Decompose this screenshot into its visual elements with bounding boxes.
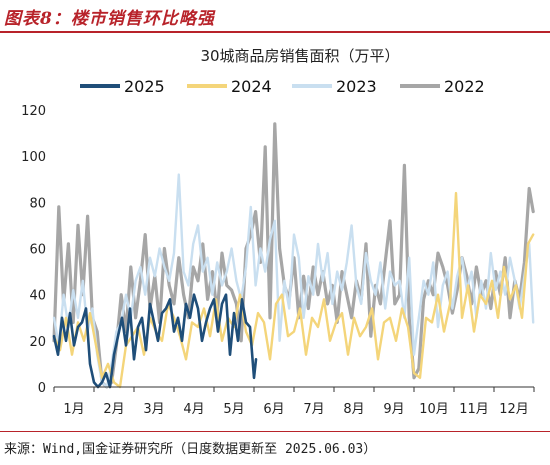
y-tick-label: 0 [38,381,46,396]
y-axis: 0 20 40 60 80 100 120 [21,104,46,396]
x-tick-label: 11月 [459,402,489,417]
x-axis: 1月 2月 3月 4月 5月 6月 7月 8月 9月 10月 11月 12月 [53,387,535,417]
footer-rule [0,431,550,432]
x-tick-label: 10月 [419,402,449,417]
chart-title: 30城商品房销售面积（万平） [200,47,399,65]
source-note: 来源：Wind,国金证券研究所（日度数据更新至 2025.06.03） [4,442,377,457]
series-line-2025 [52,293,258,389]
x-tick-label: 2月 [103,402,124,417]
x-tick-label: 5月 [223,402,244,417]
x-tick-label: 7月 [303,402,324,417]
legend-label-2023: 2023 [336,77,377,96]
y-tick-label: 20 [29,335,46,350]
figure-title: 图表8：楼市销售环比略强 [4,9,215,29]
x-tick-label: 3月 [143,402,164,417]
series-line-2024 [52,191,535,389]
series-lines [52,122,535,389]
x-tick-label: 8月 [343,402,364,417]
x-tick-label: 1月 [63,402,84,417]
legend-label-2025: 2025 [124,77,165,96]
y-tick-label: 100 [21,150,46,165]
y-tick-label: 60 [29,243,46,258]
x-tick-label: 9月 [383,402,404,417]
series-line-2023 [52,173,535,389]
title-rule [0,31,550,33]
legend: 2025 2024 2023 2022 [80,77,485,96]
x-tick-label: 4月 [183,402,204,417]
x-tick-label: 6月 [263,402,284,417]
x-tick-label: 12月 [499,402,529,417]
y-tick-label: 120 [21,104,46,119]
chart: 30城商品房销售面积（万平） 2025 2024 2023 2022 0 20 40 60 8… [21,47,535,417]
y-tick-label: 40 [29,289,46,304]
legend-label-2024: 2024 [231,77,272,96]
legend-label-2022: 2022 [444,77,485,96]
y-tick-label: 80 [29,196,46,211]
